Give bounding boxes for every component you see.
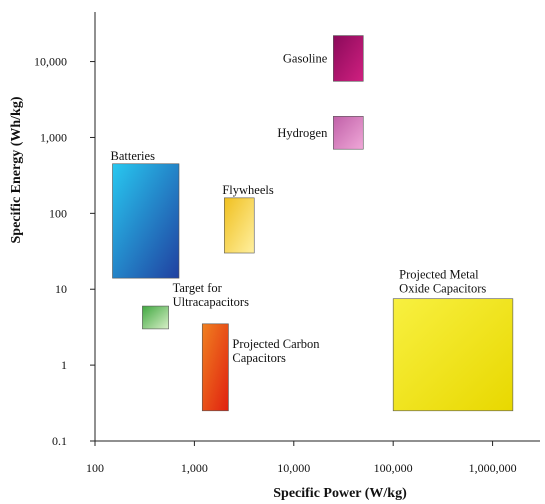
gasoline-label: Gasoline [283,51,328,65]
batteries-label: Batteries [111,149,156,163]
y-axis-title: Specific Energy (Wh/kg) [9,96,24,243]
y-tick-label: 1,000 [40,130,67,144]
x-tick-label: 100 [86,461,104,475]
gasoline-region [333,35,364,82]
energy-storage-regions: Gasoline Hydrogen Batteries Flywheels Target… [111,35,514,412]
flywheels-region [224,197,255,254]
y-tick-label: 100 [49,206,67,220]
projected-carbon-capacitors-region [201,323,229,412]
flywheels-label: Flywheels [222,183,274,197]
axes [94,12,540,442]
x-axis-title: Specific Power (W/kg) [273,486,407,501]
y-tick-label: 0.1 [52,434,67,448]
batteries-region [112,163,180,279]
projected-carbon-capacitors-label: Projected Carbon Capacitors [232,337,320,365]
x-ticks: 100 1,000 10,000 100,000 1,000,000 [86,441,517,475]
hydrogen-region [333,116,364,150]
projected-metal-oxide-capacitors-label: Projected Metal Oxide Capacitors [399,268,486,296]
x-tick-label: 1,000,000 [469,461,517,475]
x-tick-label: 1,000 [181,461,208,475]
y-tick-label: 10 [55,282,67,296]
x-tick-label: 100,000 [374,461,413,475]
target-for-ultracapacitors-region [142,305,169,330]
projected-metal-oxide-capacitors-region [392,298,514,412]
y-ticks: 0.1 1 10 100 1,000 10,000 [34,55,95,448]
target-for-ultracapacitors-label: Target for Ultracapacitors [173,281,249,309]
hydrogen-label: Hydrogen [277,126,328,140]
y-tick-label: 10,000 [34,55,67,69]
x-tick-label: 10,000 [277,461,310,475]
y-tick-label: 1 [61,358,67,372]
